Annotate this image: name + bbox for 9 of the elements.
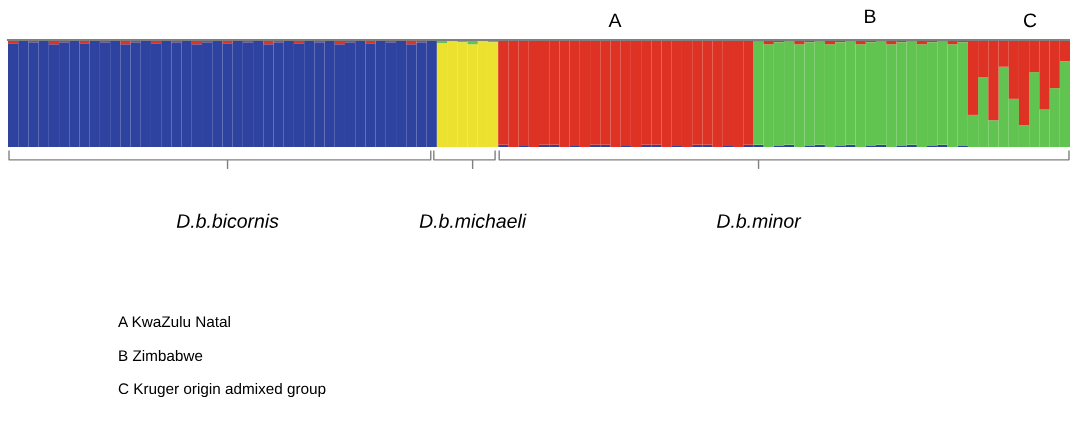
x-tick-label: D.b.minor xyxy=(717,213,802,228)
text: A xyxy=(608,13,622,28)
text: A KwaZulu Natal xyxy=(118,315,230,328)
x-tick-label: D.b.bicornis xyxy=(176,213,279,228)
text: B xyxy=(865,9,876,24)
text: B Zimbabwe xyxy=(119,349,203,362)
x-tick-label: D.b.michaeli xyxy=(419,213,527,228)
text: C Kruger origin admixed group xyxy=(118,382,326,398)
text: C xyxy=(1023,13,1037,28)
